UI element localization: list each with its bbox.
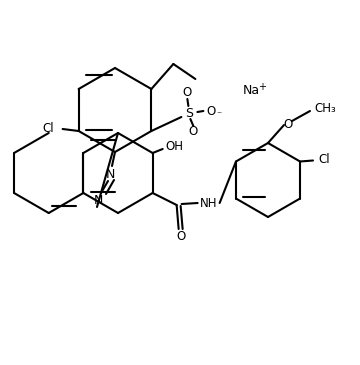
Text: NH: NH xyxy=(200,196,217,210)
Text: N: N xyxy=(93,193,103,207)
Text: N: N xyxy=(105,168,115,181)
Text: OH: OH xyxy=(166,141,184,154)
Text: O: O xyxy=(207,104,216,118)
Text: O: O xyxy=(189,124,198,138)
Text: O: O xyxy=(183,87,192,100)
Text: Cl: Cl xyxy=(43,123,54,135)
Text: Na: Na xyxy=(243,85,260,97)
Text: O: O xyxy=(283,119,293,131)
Text: ⁻: ⁻ xyxy=(217,110,222,120)
Text: S: S xyxy=(185,107,193,119)
Text: Cl: Cl xyxy=(318,153,330,166)
Text: CH₃: CH₃ xyxy=(314,103,336,115)
Text: +: + xyxy=(258,82,266,92)
Text: O: O xyxy=(176,230,185,242)
